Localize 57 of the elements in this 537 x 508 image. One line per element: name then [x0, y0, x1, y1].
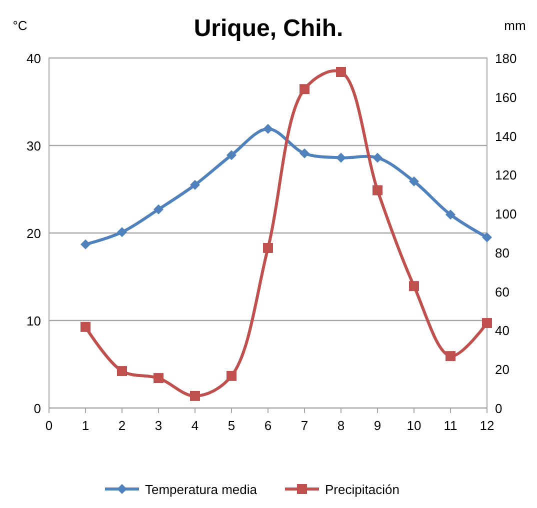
x-tick-label: 12 — [480, 418, 494, 433]
x-tick-label: 11 — [444, 418, 458, 433]
x-tick-label: 3 — [154, 418, 162, 433]
y-tick-label: 30 — [26, 138, 41, 154]
point — [300, 84, 310, 94]
y2-tick-label: 0 — [495, 401, 502, 416]
point — [117, 227, 127, 238]
point — [372, 152, 382, 163]
x-tick-label: 9 — [374, 418, 382, 433]
point — [446, 210, 456, 220]
y2-tick-label: 60 — [495, 284, 510, 300]
y-axis-title: °C — [12, 18, 28, 33]
point — [482, 232, 492, 242]
x-tick-label: 6 — [264, 418, 272, 433]
x-tick-label: 10 — [406, 418, 422, 433]
chart-title: Urique, Chih. — [194, 15, 344, 42]
point — [409, 281, 419, 292]
point — [336, 67, 346, 77]
point — [300, 148, 310, 158]
point — [154, 204, 164, 214]
y2-tick-label: 180 — [495, 51, 517, 66]
point — [336, 152, 346, 163]
y2-tick-label: 20 — [495, 362, 510, 378]
y2-tick-label: 160 — [495, 90, 517, 105]
x-tick-label: 8 — [337, 418, 345, 433]
x-tick-label: 7 — [300, 418, 308, 433]
point — [226, 150, 236, 160]
y2-axis-title: mm — [504, 18, 526, 33]
point — [80, 322, 90, 332]
y-tick-label: 20 — [26, 226, 41, 241]
point — [409, 176, 419, 186]
point — [482, 318, 492, 328]
y2-tick-label: 140 — [495, 128, 517, 144]
point — [263, 124, 273, 134]
point — [263, 242, 273, 253]
y2-tick-label: 80 — [495, 245, 510, 260]
y-tick-label: 10 — [26, 314, 41, 328]
point — [154, 373, 164, 384]
point — [190, 180, 200, 190]
point — [190, 390, 200, 401]
y-tick-label: 40 — [26, 51, 41, 66]
point — [226, 370, 236, 381]
x-tick-label: 1 — [82, 418, 90, 433]
x-tick-label: 4 — [191, 418, 199, 433]
point — [372, 185, 382, 196]
legend-label: Precipitación — [325, 482, 400, 497]
y2-tick-label: 40 — [495, 323, 510, 338]
point — [117, 366, 127, 376]
x-tick-label: 0 — [45, 418, 53, 433]
y-tick-label: 0 — [34, 401, 41, 416]
y2-tick-label: 100 — [495, 206, 517, 222]
legend-label: Temperatura media — [145, 482, 258, 497]
x-tick-label: 2 — [118, 418, 126, 433]
point — [446, 351, 456, 362]
point — [80, 239, 90, 250]
y2-tick-label: 120 — [495, 168, 517, 183]
x-tick-label: 5 — [228, 418, 236, 433]
